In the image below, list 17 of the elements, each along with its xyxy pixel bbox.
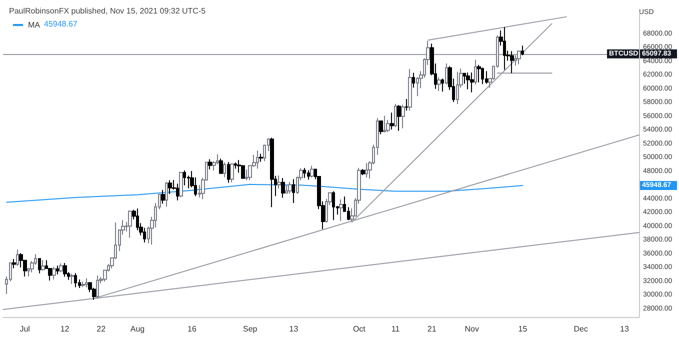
x-tick-label: 13 xyxy=(620,324,630,334)
x-tick-label: 12 xyxy=(60,324,70,334)
x-tick-label: 22 xyxy=(96,324,106,334)
x-tick-label: Dec xyxy=(574,324,588,334)
x-tick-label: Aug xyxy=(130,324,145,334)
chart-title: PaulRobinsonFX published, Nov 15, 2021 09:32 UTC-5 xyxy=(9,6,206,16)
x-tick-label: Sep xyxy=(243,324,258,334)
x-tick-label: Nov xyxy=(464,324,479,334)
x-tick-label: 21 xyxy=(427,324,437,334)
x-tick-label: 11 xyxy=(391,324,400,334)
x-tick-label: 16 xyxy=(188,324,197,334)
x-tick-label: 13 xyxy=(289,324,299,334)
x-tick-label: 15 xyxy=(518,324,528,334)
legend-label: MA xyxy=(28,20,41,30)
x-tick-label: Jul xyxy=(20,324,30,334)
annotation: 45948.67 xyxy=(44,20,78,28)
x-tick-label: Oct xyxy=(352,324,366,334)
